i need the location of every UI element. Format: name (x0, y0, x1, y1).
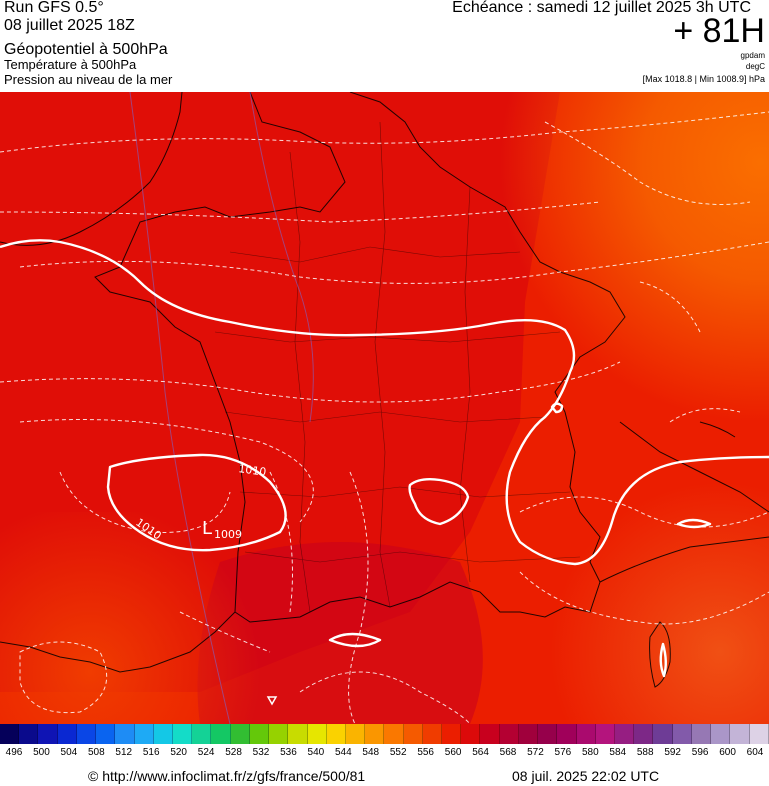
color-scale-tick: 532 (252, 747, 270, 758)
color-swatch (153, 724, 173, 744)
color-swatch (711, 724, 731, 744)
color-swatch (172, 724, 193, 744)
color-scale-tick: 524 (197, 747, 215, 758)
field-west (0, 512, 260, 724)
color-scale-tick: 580 (581, 747, 599, 758)
coastline (0, 92, 769, 688)
color-swatch (326, 724, 346, 744)
color-swatch (615, 724, 635, 744)
geopotential-contours (129, 92, 314, 724)
isobar-label: 1010 (238, 462, 268, 479)
color-scale-tick: 556 (417, 747, 434, 758)
weather-map: 1010 1010 L 1009 (0, 92, 769, 724)
run-date: 08 juillet 2025 18Z (4, 17, 135, 34)
map-header: Run GFS 0.5° 08 juillet 2025 18Z Géopote… (0, 0, 769, 92)
field-core-south (197, 542, 483, 724)
admin-borders (214, 121, 581, 613)
color-swatch (422, 724, 443, 744)
forecast-hour: + 81H (673, 12, 765, 50)
color-scale-tick: 508 (87, 747, 105, 758)
color-swatch (384, 724, 404, 744)
color-scale-tick: 560 (444, 747, 462, 758)
color-scale-tick: 520 (170, 747, 187, 758)
color-scale-tick: 588 (636, 747, 654, 758)
color-swatch (288, 724, 308, 744)
color-scale-tick: 496 (5, 747, 23, 758)
color-scale-tick: 600 (719, 747, 736, 758)
color-scale-bar (0, 724, 769, 744)
color-swatch (672, 724, 692, 744)
color-swatch (499, 724, 519, 744)
unit-degc: degC (745, 62, 765, 71)
color-scale-tick: 568 (499, 747, 517, 758)
color-scale (0, 724, 769, 744)
color-swatch (0, 724, 20, 744)
color-swatch (595, 724, 615, 744)
field-hot-se (500, 482, 769, 724)
color-scale-tick: 504 (60, 747, 78, 758)
unit-gpdam: gpdam (740, 51, 765, 60)
pressure-label: Pression au niveau de la mer (4, 72, 173, 87)
color-swatch (653, 724, 673, 744)
color-swatch (96, 724, 116, 744)
color-swatch (730, 724, 750, 744)
temperature-isotherms (0, 111, 769, 724)
low-pressure-value: 1009 (214, 528, 242, 541)
color-swatch (749, 724, 769, 744)
color-scale-tick: 528 (225, 747, 242, 758)
color-swatch (211, 724, 231, 744)
color-scale-tick: 552 (389, 747, 407, 758)
color-swatch (134, 724, 154, 744)
color-swatch (461, 724, 481, 744)
color-scale-tick: 544 (334, 747, 352, 758)
temperature-label: Température à 500hPa (4, 57, 137, 72)
color-scale-tick: 536 (280, 747, 297, 758)
pressure-isobars (0, 239, 769, 678)
color-swatch (442, 724, 462, 744)
color-scale-tick: 572 (527, 747, 544, 758)
low-pressure-marker: L (202, 518, 212, 539)
field-hot-ne (300, 92, 769, 512)
color-scale-tick: 512 (115, 747, 133, 758)
color-scale-tick: 604 (746, 747, 764, 758)
color-scale-tick: 592 (664, 747, 681, 758)
color-scale-tick: 584 (609, 747, 627, 758)
color-scale-ticks: 496 500 504 508 512 516 520 524 528 532 536 540 544 5… (0, 747, 769, 761)
color-swatch (307, 724, 327, 744)
run-title: Run GFS 0.5° (4, 0, 104, 16)
color-swatch (557, 724, 577, 744)
color-swatch (57, 724, 77, 744)
color-swatch (518, 724, 539, 744)
color-scale-tick: 548 (362, 747, 380, 758)
color-scale-tick: 564 (472, 747, 489, 758)
forecast-validity: Echéance : samedi 12 juillet 2025 3h UTC (452, 0, 751, 16)
color-swatch (576, 724, 596, 744)
color-scale-tick: 516 (142, 747, 160, 758)
pressure-max-min: [Max 1018.8 | Min 1008.9] hPa (642, 74, 765, 84)
color-swatch (19, 724, 39, 744)
color-swatch (115, 724, 135, 744)
color-swatch (538, 724, 558, 744)
color-scale-tick: 540 (307, 747, 325, 758)
color-swatch (269, 724, 289, 744)
color-swatch (634, 724, 654, 744)
color-scale-tick: 596 (691, 747, 709, 758)
color-swatch (345, 724, 366, 744)
geopotential-label: Géopotentiel à 500hPa (4, 41, 168, 58)
color-swatch (249, 724, 270, 744)
source-url: © http://www.infoclimat.fr/z/gfs/france/… (88, 768, 366, 784)
color-swatch (365, 724, 385, 744)
color-swatch (230, 724, 250, 744)
color-swatch (76, 724, 97, 744)
color-scale-tick: 576 (554, 747, 572, 758)
wind-marker-icon (266, 696, 278, 706)
color-swatch (691, 724, 712, 744)
color-swatch (403, 724, 423, 744)
color-swatch (480, 724, 500, 744)
color-swatch (192, 724, 212, 744)
color-swatch (38, 724, 58, 744)
generated-time: 08 juil. 2025 22:02 UTC (512, 768, 660, 784)
color-scale-tick: 500 (33, 747, 50, 758)
